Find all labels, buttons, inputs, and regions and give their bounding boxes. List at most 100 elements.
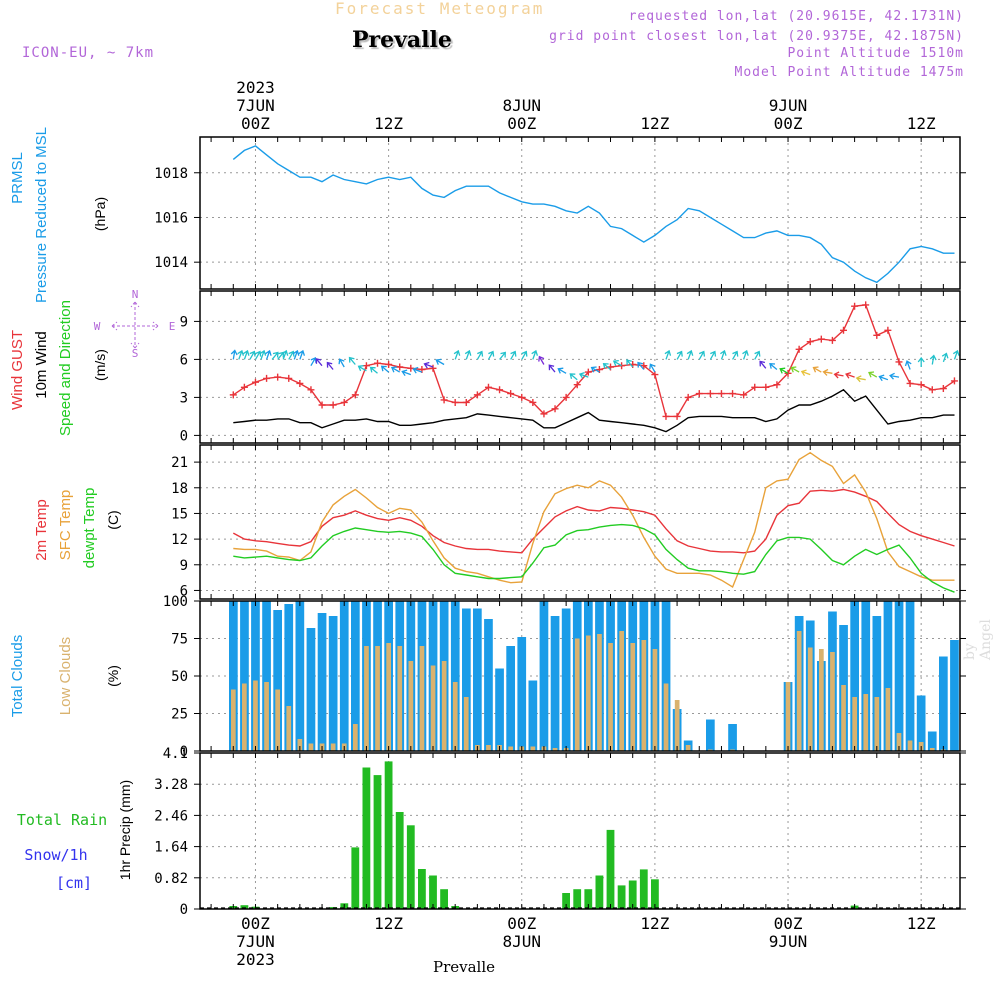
wind-arrow (769, 362, 778, 370)
total-cloud-bar (539, 601, 549, 751)
gust-marker (507, 390, 515, 398)
low-cloud-bar (863, 694, 869, 751)
total-cloud-bar (561, 608, 571, 751)
model-altitude: Model Point Altitude 1475m (734, 65, 964, 80)
low-cloud-bar (286, 706, 292, 751)
wind-arrow (569, 373, 578, 381)
low-cloud-bar (796, 631, 802, 751)
wind-arrow (348, 356, 356, 365)
series-line (232, 145, 955, 284)
wind-arrow (380, 365, 390, 373)
top-time-label: 2023 (236, 78, 275, 97)
gust-marker (274, 373, 282, 381)
low-cloud-bar (486, 745, 491, 751)
wind-arrow (602, 362, 611, 370)
y-tick-label: 9 (180, 558, 188, 574)
wind-arrow (637, 361, 645, 370)
low-cloud-bar (242, 683, 247, 751)
wind-arrow (904, 360, 912, 370)
y-axis-label: (%) (105, 665, 121, 687)
wind-arrow (941, 352, 949, 363)
wind-arrow (292, 349, 300, 360)
y-tick-label: 4.1 (163, 746, 188, 762)
low-cloud-bar (552, 748, 558, 751)
total-cloud-bar (306, 628, 316, 751)
gust-marker (695, 390, 703, 398)
total-cloud-bar (495, 668, 504, 751)
low-cloud-bar (630, 643, 636, 751)
dewpt-label: dewpt Temp (81, 488, 98, 569)
total-cloud-bar (861, 601, 871, 751)
wind-arrow (237, 349, 245, 360)
rain-bar (240, 905, 249, 909)
gust-marker (651, 371, 659, 379)
low-cloud-bar (275, 689, 280, 751)
total-cloud-bar (550, 616, 560, 751)
low-cloud-bar (452, 682, 458, 751)
gust-marker (462, 398, 470, 406)
wind-arrow (254, 350, 262, 360)
compass-south: S (132, 347, 139, 360)
gust-marker (340, 398, 348, 406)
wind-arrow (732, 350, 739, 360)
gust-marker (385, 360, 393, 368)
wind-arrow (487, 350, 495, 360)
rain-bar (562, 893, 570, 909)
y-tick-label: 0.82 (154, 871, 188, 887)
wind-arrow (812, 366, 822, 373)
gust-marker (906, 379, 914, 387)
gust-marker (828, 336, 836, 344)
gust-marker (396, 363, 404, 371)
low-cloud-bar (530, 746, 536, 751)
total-cloud-bar (273, 610, 282, 751)
wind-arrow (435, 358, 445, 366)
gust-marker (784, 369, 792, 377)
total-cloud-bar (850, 601, 859, 751)
bottom-time-label: 00Z (507, 914, 536, 933)
bottom-time-label: 8JUN (502, 932, 541, 951)
sfctemp-label: SFC Temp (57, 490, 74, 561)
low-cloud-bar (441, 661, 447, 751)
low-cloud-bar (386, 643, 391, 751)
bottom-time-label: 12Z (374, 914, 403, 933)
gust-marker (429, 364, 437, 372)
gust-marker (717, 390, 725, 398)
low-cloud-bar (508, 746, 513, 751)
low-cloud-bar (929, 748, 935, 751)
station-name: Prevalle (352, 27, 452, 53)
total-clouds-label: Total Clouds (9, 635, 26, 718)
series-line (233, 451, 955, 589)
total-cloud-bar (462, 608, 471, 751)
y-axis-label: (hPa) (92, 197, 108, 231)
wind-arrow (698, 350, 706, 360)
low-clouds-label: Low Clouds (57, 637, 74, 715)
gust-marker (840, 326, 848, 334)
wind-arrow (326, 361, 334, 370)
gust-marker (584, 368, 592, 376)
low-cloud-bar (907, 740, 913, 751)
y-tick-label: 25 (171, 707, 188, 723)
y-tick-label: 75 (171, 632, 188, 648)
y-axis-label: (m/s) (92, 349, 108, 381)
gust-marker (296, 379, 304, 387)
wind-arrow (412, 366, 423, 374)
wind-arrow (742, 349, 749, 360)
gust-marker (950, 377, 958, 385)
temp2m-label: 2m Temp (33, 499, 50, 560)
gust-marker (540, 410, 548, 418)
total-cloud-bar (317, 613, 327, 751)
low-cloud-bar (231, 689, 236, 751)
rain-bar (595, 875, 604, 909)
wind-arrow (917, 356, 925, 367)
low-cloud-bar (419, 646, 425, 751)
wind-arrow (686, 349, 694, 360)
rain-bar (606, 829, 615, 909)
low-cloud-bar (586, 635, 591, 751)
total-cloud-bar (339, 601, 349, 751)
gust-marker (263, 374, 271, 382)
y-tick-label: 0 (180, 428, 188, 444)
total-cloud-bar (262, 601, 271, 751)
low-cloud-bar (353, 724, 358, 751)
total-cloud-bar (883, 601, 893, 751)
y-axis-label: (C) (105, 510, 121, 529)
